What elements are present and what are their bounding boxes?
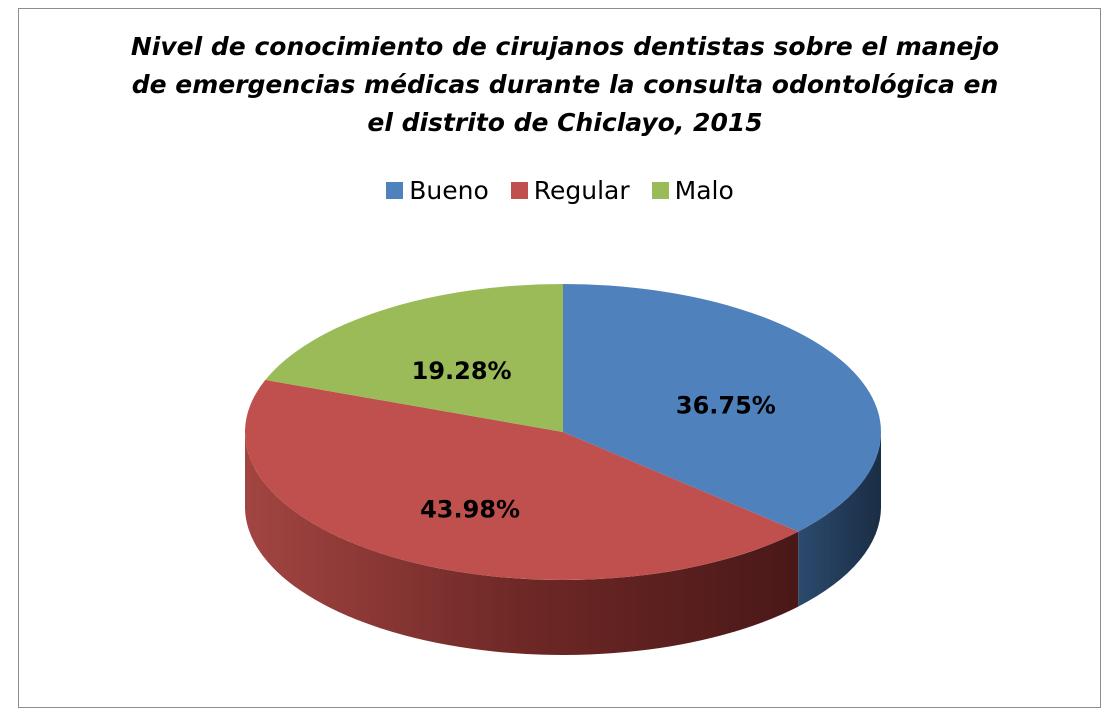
chart-frame xyxy=(18,8,1101,708)
legend-item: Regular xyxy=(510,176,630,205)
slice-side xyxy=(245,432,799,655)
slice xyxy=(563,284,881,532)
legend-swatch xyxy=(510,182,528,199)
legend-label: Bueno xyxy=(409,176,489,205)
legend: Bueno Regular Malo xyxy=(0,176,1120,205)
slice-side xyxy=(798,432,881,607)
legend-label: Regular xyxy=(533,176,630,205)
slice xyxy=(265,284,563,432)
legend-item: Bueno xyxy=(386,176,489,205)
data-label: 19.28% xyxy=(412,357,512,385)
data-label: 43.98% xyxy=(420,496,520,524)
legend-swatch xyxy=(651,182,669,199)
data-label: 36.75% xyxy=(676,391,776,419)
legend-item: Malo xyxy=(651,176,734,205)
legend-label: Malo xyxy=(674,176,734,205)
chart-title: Nivel de conocimiento de cirujanos denti… xyxy=(130,32,1000,137)
slice xyxy=(245,379,799,580)
legend-swatch xyxy=(386,182,404,199)
